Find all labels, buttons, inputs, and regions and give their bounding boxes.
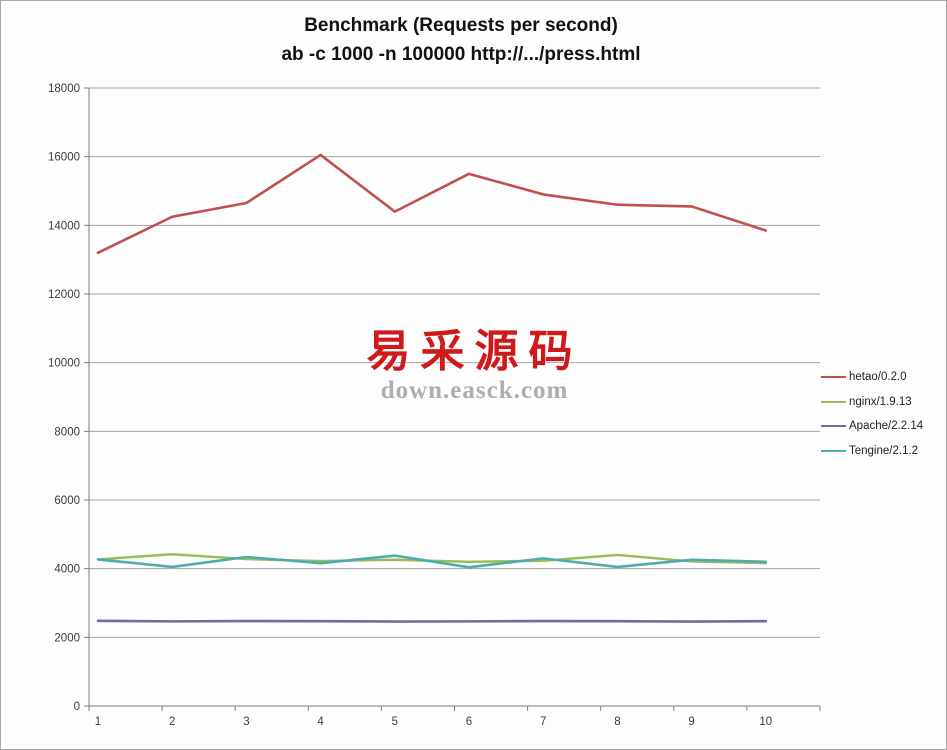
x-axis-label: 8 [614,716,620,728]
x-axis-label: 5 [392,716,398,728]
x-axis-label: 6 [466,716,472,728]
series-line-hetao [96,153,768,255]
legend-line-swatch [821,376,846,379]
legend-label: hetao/0.2.0 [849,371,907,384]
x-axis-label: 1 [95,716,101,728]
y-axis-label: 18000 [48,83,80,95]
y-axis-label: 10000 [48,358,80,370]
legend-item: nginx/1.9.13 [821,390,923,415]
legend-item: Tengine/2.1.2 [821,439,923,464]
legend-item: Apache/2.2.14 [821,414,923,439]
y-axis-label: 6000 [54,495,80,507]
y-axis-label: 4000 [54,564,80,576]
x-axis-label: 7 [540,716,546,728]
series-line-apache [96,619,768,623]
y-axis-label: 0 [74,701,80,713]
series-line-tengine [96,554,768,569]
legend-line-swatch [821,400,846,403]
legend-label: Tengine/2.1.2 [849,444,919,457]
x-axis-label: 2 [169,716,175,728]
chart-subtitle: ab -c 1000 -n 100000 http://.../press.ht… [281,44,641,65]
legend: hetao/0.2.0 nginx/1.9.13 Apache/2.2.14 Teng… [821,365,923,463]
legend-item: hetao/0.2.0 [821,365,923,390]
legend-line-swatch [821,425,846,428]
x-axis-label: 10 [759,716,772,728]
y-axis-label: 2000 [54,632,80,644]
y-axis-label: 14000 [48,220,80,232]
x-axis-label: 9 [688,716,694,728]
y-axis-label: 8000 [54,426,80,438]
x-axis-label: 3 [243,716,249,728]
y-axis-label: 12000 [48,289,80,301]
chart-title-block: Benchmark (Requests per second) ab -c 10… [1,11,921,69]
y-axis-label: 16000 [48,152,80,164]
legend-line-swatch [821,449,846,452]
x-axis-label: 4 [317,716,324,728]
legend-label: Apache/2.2.14 [849,420,924,433]
chart-title: Benchmark (Requests per second) [304,15,618,36]
legend-label: nginx/1.9.13 [849,395,912,408]
